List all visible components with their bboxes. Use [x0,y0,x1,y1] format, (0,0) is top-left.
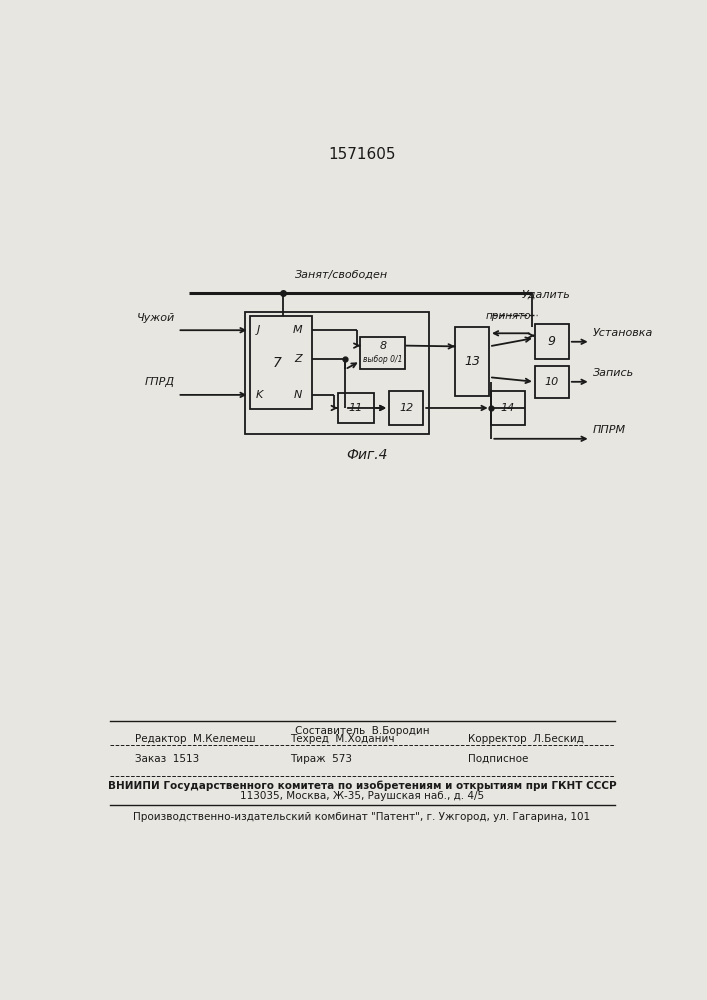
Text: Фиг.4: Фиг.4 [346,448,388,462]
Text: принято: принято [486,311,531,321]
Bar [250,316,312,409]
Text: 10: 10 [544,377,559,387]
Text: 7: 7 [272,356,281,370]
Bar [389,391,423,425]
Text: Удалить: Удалить [521,289,570,299]
Text: 12: 12 [399,403,414,413]
Text: Заказ  1513: Заказ 1513 [135,754,199,764]
Text: M: M [293,325,303,335]
Text: Корректор  Л.Бескид: Корректор Л.Бескид [468,734,584,744]
Bar [491,391,525,425]
Text: 8: 8 [380,341,387,351]
Text: Составитель  В.Бородин: Составитель В.Бородин [295,726,429,736]
Text: ВНИИПИ Государственного комитета по изобретениям и открытиям при ГКНТ СССР: ВНИИПИ Государственного комитета по изоб… [107,781,617,791]
Text: ГПРД: ГПРД [145,377,175,387]
Text: Запись: Запись [593,368,634,378]
Text: Установка: Установка [593,328,653,338]
Text: Z: Z [294,354,301,364]
Text: K: K [255,390,262,400]
Text: 1571605: 1571605 [328,147,396,162]
Text: Техред  М.Ходанич: Техред М.Ходанич [290,734,395,744]
Text: Чужой: Чужой [137,313,175,323]
Text: Занят/свободен: Занят/свободен [295,269,387,279]
Text: 9: 9 [548,335,556,348]
Text: Производственно-издательский комбинат "Патент", г. Ужгород, ул. Гагарина, 101: Производственно-издательский комбинат "П… [134,812,590,822]
Bar [534,324,569,359]
Text: выбор 0/1: выбор 0/1 [363,355,402,364]
Bar [338,393,373,423]
Text: 113035, Москва, Ж-35, Раушская наб., д. 4/5: 113035, Москва, Ж-35, Раушская наб., д. … [240,791,484,801]
Text: Редактор  М.Келемеш: Редактор М.Келемеш [135,734,255,744]
Text: 13: 13 [464,355,480,368]
Text: Тираж  573: Тираж 573 [290,754,352,764]
Bar [361,337,405,369]
Text: N: N [293,390,302,400]
Bar [534,366,569,398]
Bar [455,327,489,396]
Text: J: J [257,325,260,335]
Text: 11: 11 [349,403,363,413]
Text: ППРМ: ППРМ [593,425,626,435]
Bar [245,312,429,434]
Text: 14: 14 [501,403,515,413]
Text: Подписное: Подписное [468,754,529,764]
